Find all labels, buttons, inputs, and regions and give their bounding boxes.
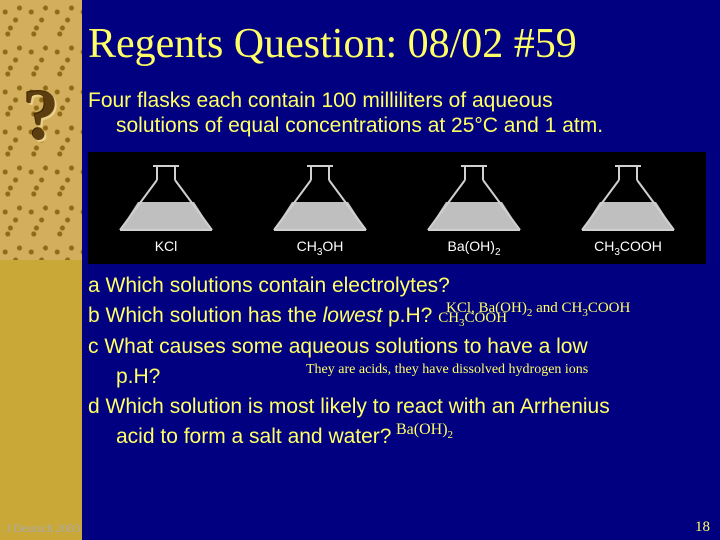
answer-c: They are acids, they have dissolved hydr… (306, 362, 588, 378)
flask-2: Ba(OH)2 (400, 162, 548, 258)
sidebar-texture: ? (0, 0, 82, 540)
page-number: 18 (695, 519, 710, 536)
question-d-line1: d Which solution is most likely to react… (88, 395, 706, 419)
flask-diagram: KCl CH3OH Ba(OH)2 CH3COOH (88, 152, 706, 264)
flask-label-0: KCl (155, 238, 178, 254)
flask-label-1: CH3OH (297, 238, 344, 258)
flask-0: KCl (92, 162, 240, 258)
intro-text: Four flasks each contain 100 milliliters… (88, 88, 706, 138)
intro-line-1: Four flasks each contain 100 milliliters… (88, 88, 706, 113)
question-mark-top: ? (0, 90, 82, 140)
answer-d: Ba(OH)2 (396, 421, 453, 441)
flask-label-3: CH3COOH (594, 238, 662, 258)
flask-3: CH3COOH (554, 162, 702, 258)
question-c-line1: c What causes some aqueous solutions to … (88, 335, 706, 359)
intro-line-2: solutions of equal concentrations at 25°… (88, 113, 706, 138)
question-mark-graphic: ? (0, 90, 82, 140)
slide-content: Regents Question: 08/02 #59 Four flasks … (88, 20, 706, 449)
question-b-em: lowest (323, 304, 383, 327)
flask-label-2: Ba(OH)2 (447, 238, 500, 258)
footer-credit: J Deutsch 2003 (6, 521, 80, 536)
question-b-prefix: b Which solution has the (88, 304, 323, 327)
question-a: a Which solutions contain electrolytes? (88, 274, 706, 298)
question-b-suffix: p.H? (382, 304, 438, 327)
slide-title: Regents Question: 08/02 #59 (88, 20, 706, 68)
flask-1: CH3OH (246, 162, 394, 258)
questions-block: a Which solutions contain electrolytes? … (88, 274, 706, 449)
answer-a: KCl, Ba(OH)2 and CH3COOH (446, 300, 630, 319)
